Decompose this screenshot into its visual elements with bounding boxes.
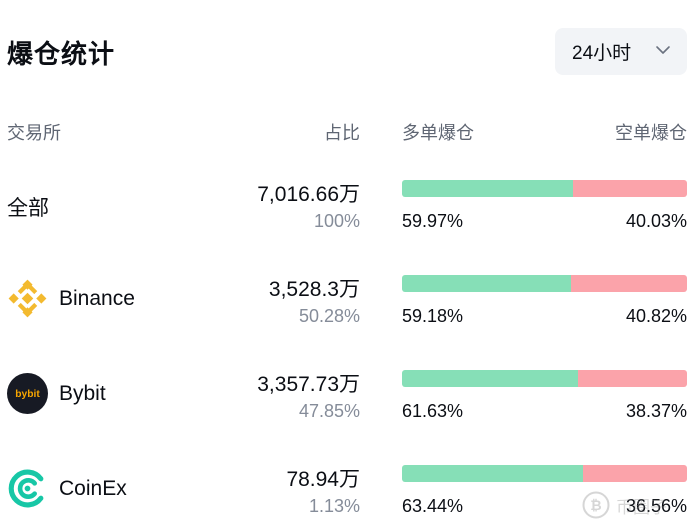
column-header-long: 多单爆仓 [402,123,474,143]
bybit-logo-text: bybit [15,389,40,400]
binance-logo-icon [8,279,47,318]
short-percent: 40.03% [625,211,687,231]
page-title: 爆仓统计 [7,39,116,69]
share-percent: 47.85% [298,401,360,421]
exchange-name: 全部 [7,197,49,220]
liquidation-amount: 3,528.3万 [268,278,360,301]
share-percent: 1.13% [308,496,360,516]
table-row-coinex[interactable]: CoinEx 78.94万 1.13% 63.44% 36.56% [0,457,696,527]
column-header-exchange: 交易所 [7,123,61,143]
watermark: ₿ 币圈子 [582,487,692,523]
time-range-label: 24小时 [572,43,632,64]
bybit-logo-icon: bybit [7,373,48,414]
column-header-short: 空单爆仓 [615,123,687,143]
long-bar-fill [402,370,578,387]
liquidation-amount: 78.94万 [286,468,360,491]
exchange-name: Bybit [59,382,106,405]
table-row-bybit[interactable]: bybit Bybit 3,357.73万 47.85% 61.63% 38.3… [0,362,696,432]
short-bar-fill [572,180,687,197]
share-percent: 50.28% [298,306,360,326]
long-short-bar [402,370,687,387]
svg-text:₿: ₿ [590,497,601,513]
table-row-binance[interactable]: Binance 3,528.3万 50.28% 59.18% 40.82% [0,267,696,337]
watermark-text: 币圈子 [616,497,667,517]
short-bar-fill [570,275,687,292]
liquidation-amount: 3,357.73万 [257,373,360,396]
table-row-all[interactable]: 全部 7,016.66万 100% 59.97% 40.03% [0,172,696,242]
short-percent: 38.37% [625,401,687,421]
long-percent: 59.18% [402,306,464,326]
column-header-share: 占比 [324,123,360,143]
coinex-logo-icon [8,469,44,508]
time-range-select[interactable]: 24小时 [555,28,687,75]
long-bar-fill [402,180,573,197]
short-bar-fill [582,465,687,482]
share-percent: 100% [313,211,360,231]
long-percent: 63.44% [402,496,464,516]
long-short-bar [402,275,687,292]
short-percent: 40.82% [625,306,687,326]
bitcoin-icon: ₿ [582,491,610,519]
long-percent: 61.63% [402,401,464,421]
exchange-name: Binance [59,287,135,310]
long-bar-fill [402,465,583,482]
chevron-down-icon [656,46,670,54]
long-short-bar [402,180,687,197]
short-bar-fill [577,370,687,387]
long-percent: 59.97% [402,211,464,231]
long-short-bar [402,465,687,482]
long-bar-fill [402,275,571,292]
exchange-name: CoinEx [59,477,127,500]
short-percent: 36.56% [625,496,687,516]
liquidation-amount: 7,016.66万 [257,183,360,206]
